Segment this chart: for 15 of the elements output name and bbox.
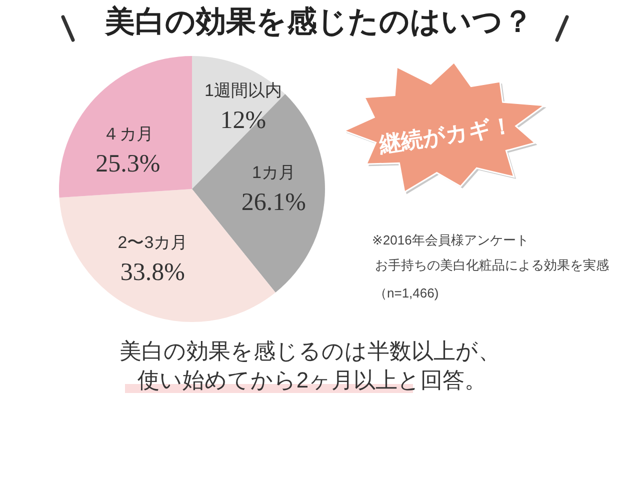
text: 使い始めてから2ヶ月以上と回答。 xyxy=(137,368,487,392)
slice-label: 2〜3カ月 xyxy=(118,232,188,252)
slice-label: ４カ月 xyxy=(102,124,154,144)
text: ※2016年会員様アンケート xyxy=(372,232,529,248)
slice-label: 1カ月 xyxy=(252,162,296,182)
text: （n=1,466) xyxy=(374,286,439,300)
chart-title: 美白の効果を感じたのはいつ？ xyxy=(104,4,533,38)
data-label: 33.8% xyxy=(120,258,185,286)
text: お手持ちの美白化粧品による効果を実感 xyxy=(375,258,609,272)
data-label: 26.1% xyxy=(241,188,306,216)
text: 美白の効果を感じるのは半数以上が、 xyxy=(120,338,500,364)
data-label: 25.3% xyxy=(96,150,160,178)
slice-label: 1週間以内 xyxy=(204,81,282,100)
data-label: 12% xyxy=(220,107,266,134)
text: 継続がカギ！ xyxy=(376,112,515,158)
